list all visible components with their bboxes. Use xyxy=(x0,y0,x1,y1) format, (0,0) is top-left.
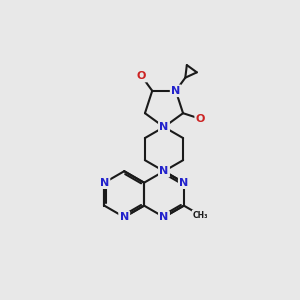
Text: O: O xyxy=(137,71,146,81)
Text: N: N xyxy=(100,178,109,188)
Text: CH₃: CH₃ xyxy=(193,211,208,220)
Text: N: N xyxy=(120,212,129,222)
Text: N: N xyxy=(171,86,180,96)
Text: O: O xyxy=(196,114,205,124)
Text: N: N xyxy=(159,122,169,132)
Text: N: N xyxy=(159,166,169,176)
Text: N: N xyxy=(179,178,188,188)
Text: N: N xyxy=(159,212,169,222)
